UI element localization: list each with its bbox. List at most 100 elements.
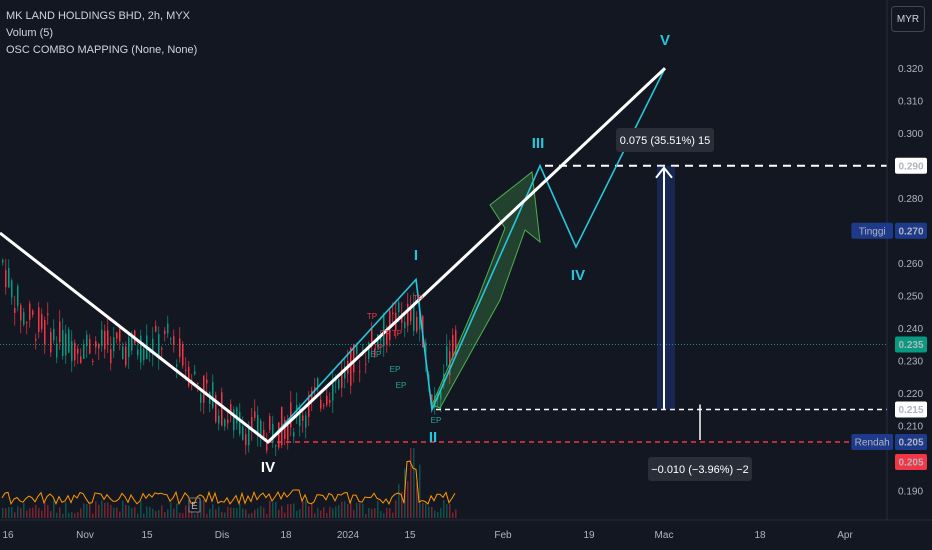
volume-bar <box>203 500 205 518</box>
y-tick-label: 0.250 <box>898 291 923 302</box>
candle-body <box>326 395 328 405</box>
volume-bar <box>368 507 370 518</box>
candle-body <box>425 342 427 360</box>
volume-bar <box>284 512 286 518</box>
volume-bar <box>155 511 157 518</box>
volume-bar <box>35 504 37 518</box>
measure-up-label: 0.075 (35.51%) 15 <box>620 135 711 147</box>
volume-bar <box>401 491 403 518</box>
signal-label: EP <box>396 381 407 390</box>
volume-bar <box>242 508 244 518</box>
candle-body <box>242 426 244 440</box>
y-tick-label: 0.240 <box>898 324 923 335</box>
candle-body <box>389 310 391 340</box>
symbol-title[interactable]: MK LAND HOLDINGS BHD, 2h, MYX <box>6 10 190 22</box>
candle-body <box>386 332 388 345</box>
volume-bar <box>281 506 283 518</box>
candle-body <box>257 414 259 436</box>
y-tick-label: 0.310 <box>898 96 923 107</box>
volume-bar <box>455 509 457 518</box>
volume-bar <box>311 503 313 518</box>
volume-indicator-label[interactable]: Volum (5) <box>6 27 54 39</box>
volume-bar <box>290 504 292 518</box>
volume-bar <box>119 511 121 518</box>
osc-indicator-label[interactable]: OSC COMBO MAPPING (None, None) <box>6 44 198 56</box>
currency-button[interactable]: MYR <box>891 6 925 32</box>
candle-body <box>194 371 196 375</box>
volume-bar <box>224 512 226 518</box>
volume-bar <box>272 502 274 518</box>
candle-body <box>341 369 343 388</box>
candle-body <box>353 344 355 373</box>
candle-body <box>245 434 247 446</box>
volume-bar <box>380 510 382 518</box>
volume-bar <box>41 510 43 518</box>
volume-bar <box>386 507 388 518</box>
volume-bar <box>308 506 310 518</box>
volume-bar <box>383 513 385 518</box>
candle-body <box>98 344 100 349</box>
candle-body <box>290 402 292 428</box>
volume-bar <box>98 504 100 518</box>
volume-bar <box>335 506 337 518</box>
volume-bar <box>257 508 259 518</box>
volume-bar <box>92 513 94 518</box>
x-tick-label: 15 <box>404 530 416 541</box>
price-tag-value: 0.235 <box>898 340 923 351</box>
signal-label: EP <box>431 416 442 425</box>
volume-bar <box>350 500 352 518</box>
volume-bar <box>26 510 28 518</box>
price-tag-box <box>895 454 927 470</box>
wave-label: II <box>429 429 437 446</box>
x-tick-label: 18 <box>754 530 766 541</box>
volume-bar <box>65 501 67 518</box>
candle-body <box>11 280 13 298</box>
volume-bar <box>149 507 151 518</box>
volume-bar <box>176 503 178 518</box>
volume-bar <box>206 513 208 518</box>
volume-bar <box>116 507 118 518</box>
price-axis: 0.1900.2000.2100.2200.2300.2400.2500.260… <box>851 0 927 520</box>
volume-bar <box>260 505 262 518</box>
volume-bar <box>395 500 397 518</box>
candle-body <box>116 332 118 339</box>
volume-bar <box>209 508 211 518</box>
white-wave-line <box>0 67 667 444</box>
candle-body <box>338 379 340 389</box>
y-tick-label: 0.280 <box>898 194 923 205</box>
candle-body <box>173 336 175 345</box>
price-tag-value: 0.290 <box>898 161 923 172</box>
volume-bar <box>377 500 379 518</box>
candle-body <box>236 407 238 424</box>
candle-body <box>104 330 106 350</box>
candle-body <box>416 316 418 332</box>
volume-bar <box>212 504 214 518</box>
volume-bar <box>392 512 394 518</box>
candle-body <box>56 343 58 358</box>
candle-body <box>143 348 145 361</box>
candle-body <box>2 259 4 263</box>
volume-bar <box>50 510 52 518</box>
volume-pane: E <box>1 448 457 518</box>
volume-bar <box>158 510 160 518</box>
volume-bar <box>347 504 349 518</box>
volume-bar <box>101 500 103 518</box>
volume-bar <box>236 508 238 518</box>
volume-bar <box>89 501 91 518</box>
candle-body <box>323 405 325 407</box>
candle-body <box>365 363 367 365</box>
volume-bar <box>8 507 10 518</box>
volume-bar <box>239 503 241 518</box>
candle-body <box>20 305 22 321</box>
volume-bar <box>365 513 367 518</box>
candle-body <box>122 346 124 360</box>
candle-body <box>113 337 115 352</box>
volume-bar <box>422 502 424 518</box>
volume-bar <box>173 508 175 518</box>
volume-bar <box>449 503 451 518</box>
wave-label: I <box>414 247 418 264</box>
wave-label: IV <box>571 267 585 284</box>
volume-bar <box>29 508 31 518</box>
volume-bar <box>263 507 265 518</box>
